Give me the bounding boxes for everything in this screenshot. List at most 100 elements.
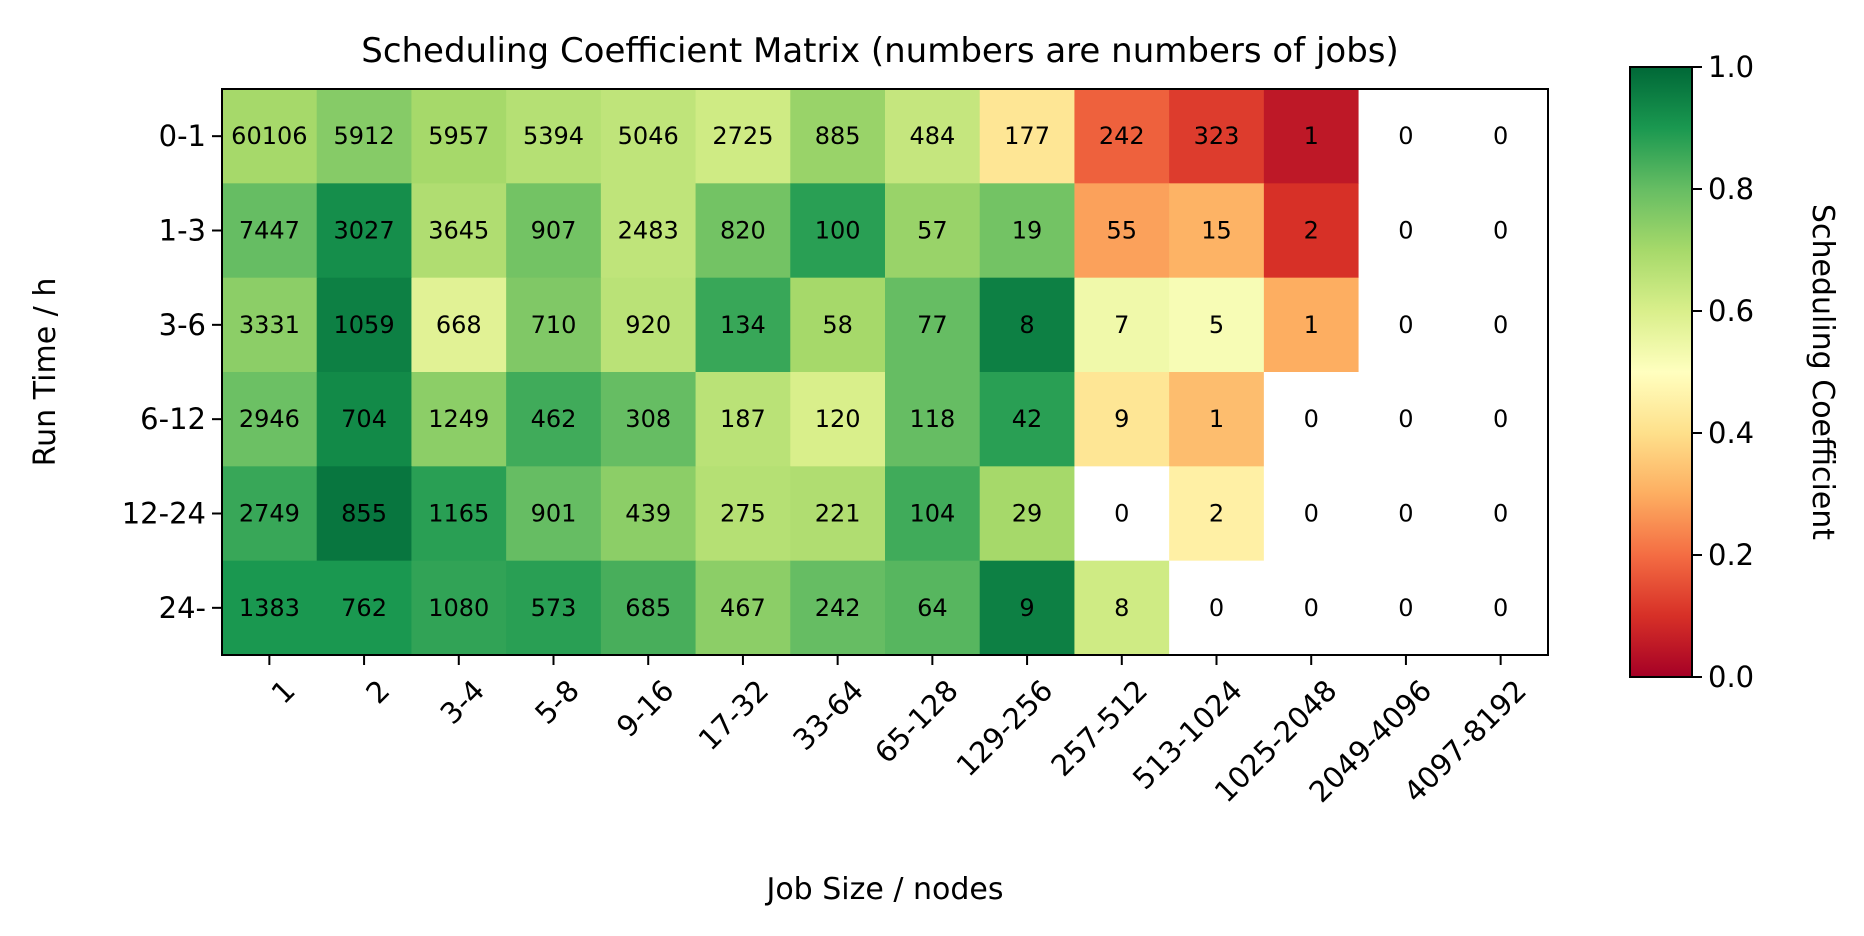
heatmap-cell <box>411 277 507 373</box>
cell-count-label: 820 <box>720 217 766 245</box>
cell-count-label: 177 <box>1004 122 1050 150</box>
heatmap-cell <box>1169 372 1265 467</box>
cell-count-label: 2749 <box>239 500 300 528</box>
heatmap-cell <box>1074 372 1170 467</box>
heatmap-cell <box>695 560 791 656</box>
x-tick-label: 3-4 <box>434 673 492 731</box>
cell-count-label: 885 <box>815 122 861 150</box>
cell-count-label: 323 <box>1194 122 1240 150</box>
heatmap-cell <box>1074 89 1170 184</box>
cell-count-label: 0 <box>1304 500 1319 528</box>
cell-count-label: 2725 <box>712 122 773 150</box>
heatmap-cell <box>411 183 507 279</box>
cell-count-labels: 60106 5912 5957 5394 5046 2725 885 484 177 242 323… <box>231 122 1508 622</box>
heatmap-cell <box>222 183 318 279</box>
cell-count-label: 242 <box>815 594 861 622</box>
x-tick-label: 9-16 <box>610 673 681 744</box>
heatmap-cell <box>316 372 413 467</box>
cell-count-label: 0 <box>1398 594 1413 622</box>
heatmap-cells <box>222 89 1549 656</box>
x-axis-ticks: 1 2 3-4 5-8 9-16 17-32 33-6465-128129-256257-5… <box>265 655 1533 809</box>
colorbar-tick-label: 0.0 <box>1708 660 1754 694</box>
heatmap-cell <box>695 277 791 373</box>
heatmap-cell <box>600 89 697 184</box>
cell-count-label: 77 <box>917 311 948 339</box>
heatmap-cell <box>790 277 886 373</box>
heatmap-cell <box>1169 183 1265 279</box>
cell-count-label: 0 <box>1493 594 1508 622</box>
heatmap-cell <box>979 466 1076 562</box>
cell-count-label: 5912 <box>334 122 395 150</box>
heatmap-cell <box>885 466 981 562</box>
heatmap-cell <box>506 277 602 373</box>
cell-count-label: 3027 <box>334 217 395 245</box>
cell-count-label: 0 <box>1398 500 1413 528</box>
x-tick-label: 65-128 <box>868 673 965 770</box>
cell-count-label: 1 <box>1209 405 1224 433</box>
heatmap-cell <box>979 183 1076 279</box>
heatmap-cell <box>1169 89 1265 184</box>
x-tick-label: 5-8 <box>528 673 586 731</box>
cell-count-label: 439 <box>625 500 671 528</box>
heatmap-cell <box>695 372 791 467</box>
cell-count-label: 0 <box>1493 122 1508 150</box>
cell-count-label: 5 <box>1209 311 1224 339</box>
heatmap-cell <box>1453 89 1549 184</box>
cell-count-label: 0 <box>1398 122 1413 150</box>
y-tick-label: 24- <box>159 591 206 625</box>
heatmap-cell <box>1169 277 1265 373</box>
cell-count-label: 0 <box>1304 405 1319 433</box>
heatmap-cell <box>695 89 791 184</box>
heatmap-cell <box>600 277 697 373</box>
heatmap-cell <box>222 466 318 562</box>
heatmap-cell <box>1074 277 1170 373</box>
heatmap-cell <box>979 89 1076 184</box>
y-tick-label: 3-6 <box>159 308 206 342</box>
heatmap-cell <box>695 183 791 279</box>
heatmap-cell <box>506 466 602 562</box>
y-tick-label: 1-3 <box>159 214 206 248</box>
heatmap-cell <box>411 372 507 467</box>
chart-title: Scheduling Coefficient Matrix (numbers a… <box>361 31 1399 71</box>
y-tick-label: 12-24 <box>122 497 206 531</box>
heatmap-cell <box>1169 466 1265 562</box>
cell-count-label: 704 <box>341 405 387 433</box>
cell-count-label: 8 <box>1019 311 1034 339</box>
heatmap-cell <box>1358 89 1454 184</box>
cell-count-label: 275 <box>720 500 766 528</box>
cell-count-label: 1 <box>1304 311 1319 339</box>
heatmap-cell <box>506 560 602 656</box>
cell-count-label: 2 <box>1304 217 1319 245</box>
heatmap-cell <box>1453 560 1549 656</box>
colorbar-tick-label: 0.4 <box>1708 416 1754 450</box>
heatmap-cell <box>316 183 413 279</box>
cell-count-label: 242 <box>1099 122 1145 150</box>
heatmap-cell <box>1453 372 1549 467</box>
cell-count-label: 15 <box>1201 217 1232 245</box>
heatmap-cell <box>316 89 413 184</box>
heatmap-cell <box>506 89 602 184</box>
plot-frame <box>221 88 1549 656</box>
cell-count-label: 134 <box>720 311 766 339</box>
heatmap-cell <box>885 372 981 467</box>
heatmap-cell <box>790 183 886 279</box>
heatmap-cell <box>790 560 886 656</box>
cell-count-label: 3331 <box>239 311 300 339</box>
colorbar-ticks: 0.0 0.2 0.4 0.6 0.8 1.0 <box>1692 50 1754 694</box>
cell-count-label: 0 <box>1304 594 1319 622</box>
heatmap-cell <box>1358 466 1454 562</box>
heatmap-cell <box>1358 560 1454 656</box>
cell-count-label: 7 <box>1114 311 1129 339</box>
heatmap-cell <box>600 372 697 467</box>
cell-count-label: 1249 <box>428 405 489 433</box>
heatmap-cell <box>790 89 886 184</box>
cell-count-label: 19 <box>1012 217 1043 245</box>
cell-count-label: 7447 <box>239 217 300 245</box>
cell-count-label: 0 <box>1493 500 1508 528</box>
cell-count-label: 104 <box>909 500 955 528</box>
colorbar-tick-label: 0.6 <box>1708 294 1754 328</box>
heatmap-cell <box>790 466 886 562</box>
heatmap-cell <box>411 89 507 184</box>
cell-count-label: 0 <box>1493 217 1508 245</box>
cell-count-label: 467 <box>720 594 766 622</box>
